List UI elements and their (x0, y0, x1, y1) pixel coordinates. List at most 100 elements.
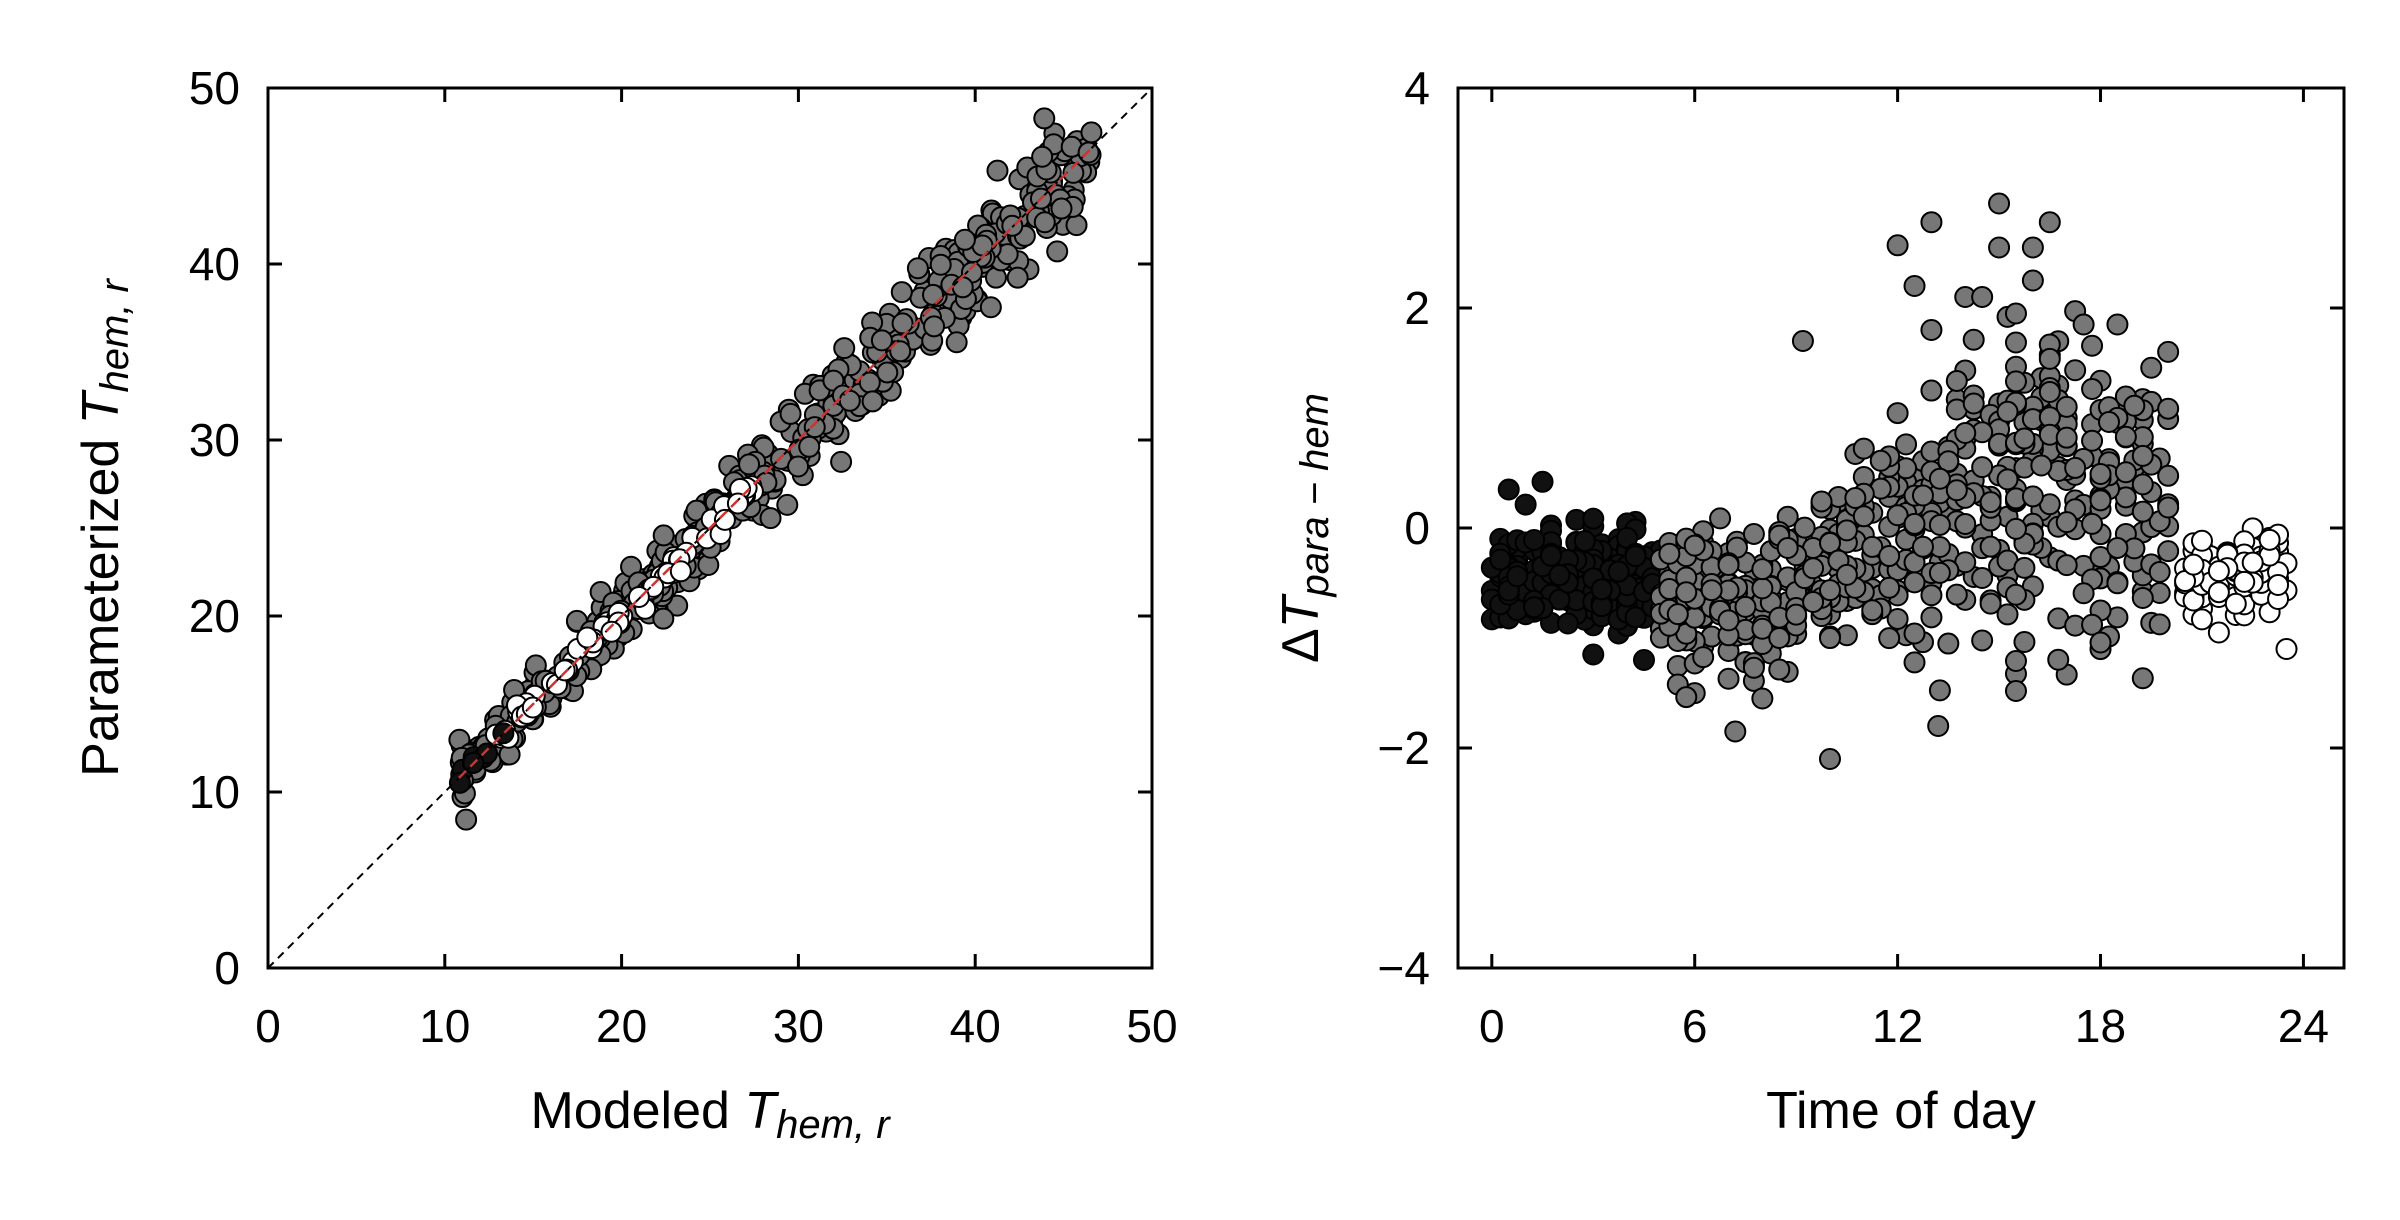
y-tick-label: 0 (214, 942, 240, 994)
data-point (1556, 612, 1579, 635)
data-point (2013, 556, 2036, 579)
data-point (1962, 328, 1985, 351)
data-point (1548, 588, 1571, 611)
data-point (2013, 630, 2036, 653)
data-point (1624, 606, 1647, 629)
data-point (1928, 561, 1951, 584)
data-point (2157, 540, 2180, 563)
data-point (779, 402, 802, 425)
data-point (1996, 468, 2019, 491)
data-point (1996, 603, 2019, 626)
data-point (2131, 473, 2154, 496)
data-point (1607, 560, 1630, 583)
data-point (1962, 392, 1985, 415)
data-point (1835, 563, 1858, 586)
data-point (1590, 578, 1613, 601)
data-point (2072, 582, 2095, 605)
data-point (2021, 269, 2044, 292)
data-point (2131, 587, 2154, 610)
data-point (2207, 581, 2230, 604)
data-point (1724, 720, 1747, 743)
data-point (1539, 544, 1562, 567)
data-point (1675, 686, 1698, 709)
data-point (1971, 456, 1994, 479)
data-point (2089, 631, 2112, 654)
data-point (1683, 534, 1706, 557)
data-point (2047, 648, 2070, 671)
data-point (600, 620, 623, 643)
data-point (2064, 359, 2087, 382)
data-point (2030, 454, 2053, 477)
data-point (1911, 484, 1934, 507)
data-point (2089, 462, 2112, 485)
data-point (1624, 545, 1647, 568)
data-point (2055, 395, 2078, 418)
y-tick-label: −2 (1378, 722, 1430, 774)
p1-ticks-layer: 0 10 20 30 40 50 0 10 20 30 40 50 (189, 62, 1178, 1052)
p1-axes-frame (266, 86, 1154, 970)
data-point (1523, 529, 1546, 552)
data-point (979, 296, 1002, 319)
data-point (1971, 566, 1994, 589)
data-point (2106, 572, 2129, 595)
data-point (1878, 545, 1901, 568)
data-point (1632, 649, 1655, 671)
data-point (2258, 528, 2281, 551)
data-point (1844, 486, 1867, 509)
data-point (2072, 313, 2095, 336)
data-point (2114, 425, 2137, 448)
data-point (1928, 467, 1951, 490)
data-point (1573, 529, 1596, 552)
data-point (1793, 516, 1816, 539)
data-point (1920, 319, 1943, 341)
data-point (1062, 161, 1085, 184)
data-point (1818, 627, 1841, 650)
data-point (2081, 613, 2104, 636)
data-point (1878, 576, 1901, 599)
data-point (1988, 236, 2011, 259)
data-point (1717, 553, 1740, 576)
data-point (1971, 286, 1994, 308)
data-point (945, 331, 968, 354)
scatter-panel-modeled-vs-parameterized: 0 10 20 30 40 50 0 10 20 30 40 50 Modeled Them, r P… (72, 62, 1178, 1147)
y-tick-label: 20 (189, 590, 240, 642)
x-tick-label: 18 (2075, 1000, 2126, 1052)
data-point (1734, 595, 1757, 618)
data-point (838, 389, 861, 412)
data-point (2275, 638, 2298, 660)
data-point (1802, 590, 1825, 613)
data-point (2021, 236, 2044, 259)
data-point (1903, 651, 1926, 674)
data-point (1046, 240, 1069, 263)
p2-y-axis-label: ΔTpara − hem (1272, 393, 1337, 663)
data-point (1033, 211, 1056, 234)
data-point (1791, 330, 1814, 352)
y-tick-label: 2 (1404, 282, 1430, 334)
p2-points-layer (1480, 192, 2298, 770)
data-point (2021, 485, 2044, 508)
data-point (2148, 560, 2171, 583)
data-point (861, 390, 884, 413)
y-tick-label: 10 (189, 766, 240, 818)
data-point (1751, 577, 1774, 600)
x-tick-label: 0 (1479, 1000, 1505, 1052)
data-point (858, 371, 881, 394)
data-point (1080, 121, 1103, 144)
data-point (1971, 629, 1994, 652)
data-point (1818, 748, 1841, 770)
data-point (2081, 512, 2104, 535)
y-tick-label: 50 (189, 62, 240, 114)
data-point (803, 416, 826, 439)
data-point (1886, 402, 1909, 425)
data-point (1709, 507, 1732, 530)
data-point (1768, 627, 1791, 650)
data-point (669, 560, 692, 583)
data-point (448, 771, 471, 794)
data-point (455, 808, 478, 831)
data-point (2004, 370, 2027, 393)
y-tick-label: 40 (189, 238, 240, 290)
data-point (2038, 211, 2061, 234)
data-point (1954, 421, 1977, 444)
data-point (1531, 470, 1554, 493)
